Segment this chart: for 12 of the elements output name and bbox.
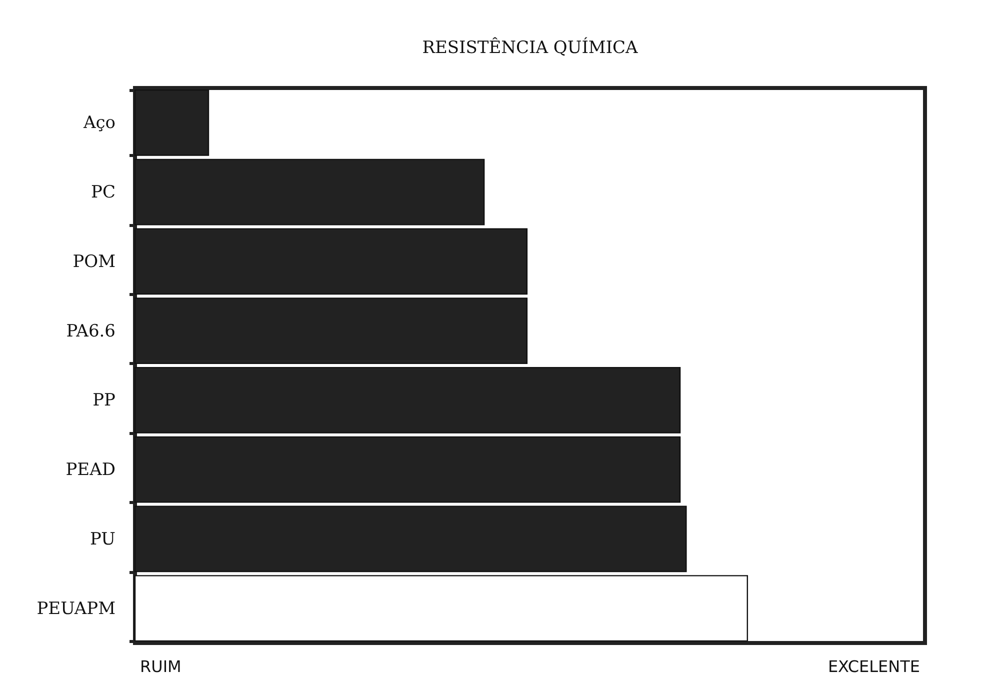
y-tick-label: PU [90, 529, 116, 550]
y-tick-label: Aço [82, 113, 116, 134]
y-tick-label: PA6.6 [66, 321, 116, 342]
text: EXCELENTE [828, 657, 920, 676]
y-tick-label: PEAD [66, 460, 116, 480]
y-tick-label: PC [91, 182, 116, 203]
text: RUIM [140, 657, 182, 676]
bar [134, 575, 748, 642]
chart-title: RESISTÊNCIA QUÍMICA [422, 37, 639, 58]
y-tick-label: POM [72, 252, 116, 272]
y-tick-label: PP [92, 390, 116, 411]
y-tick-label: PEUAPM [36, 598, 116, 619]
